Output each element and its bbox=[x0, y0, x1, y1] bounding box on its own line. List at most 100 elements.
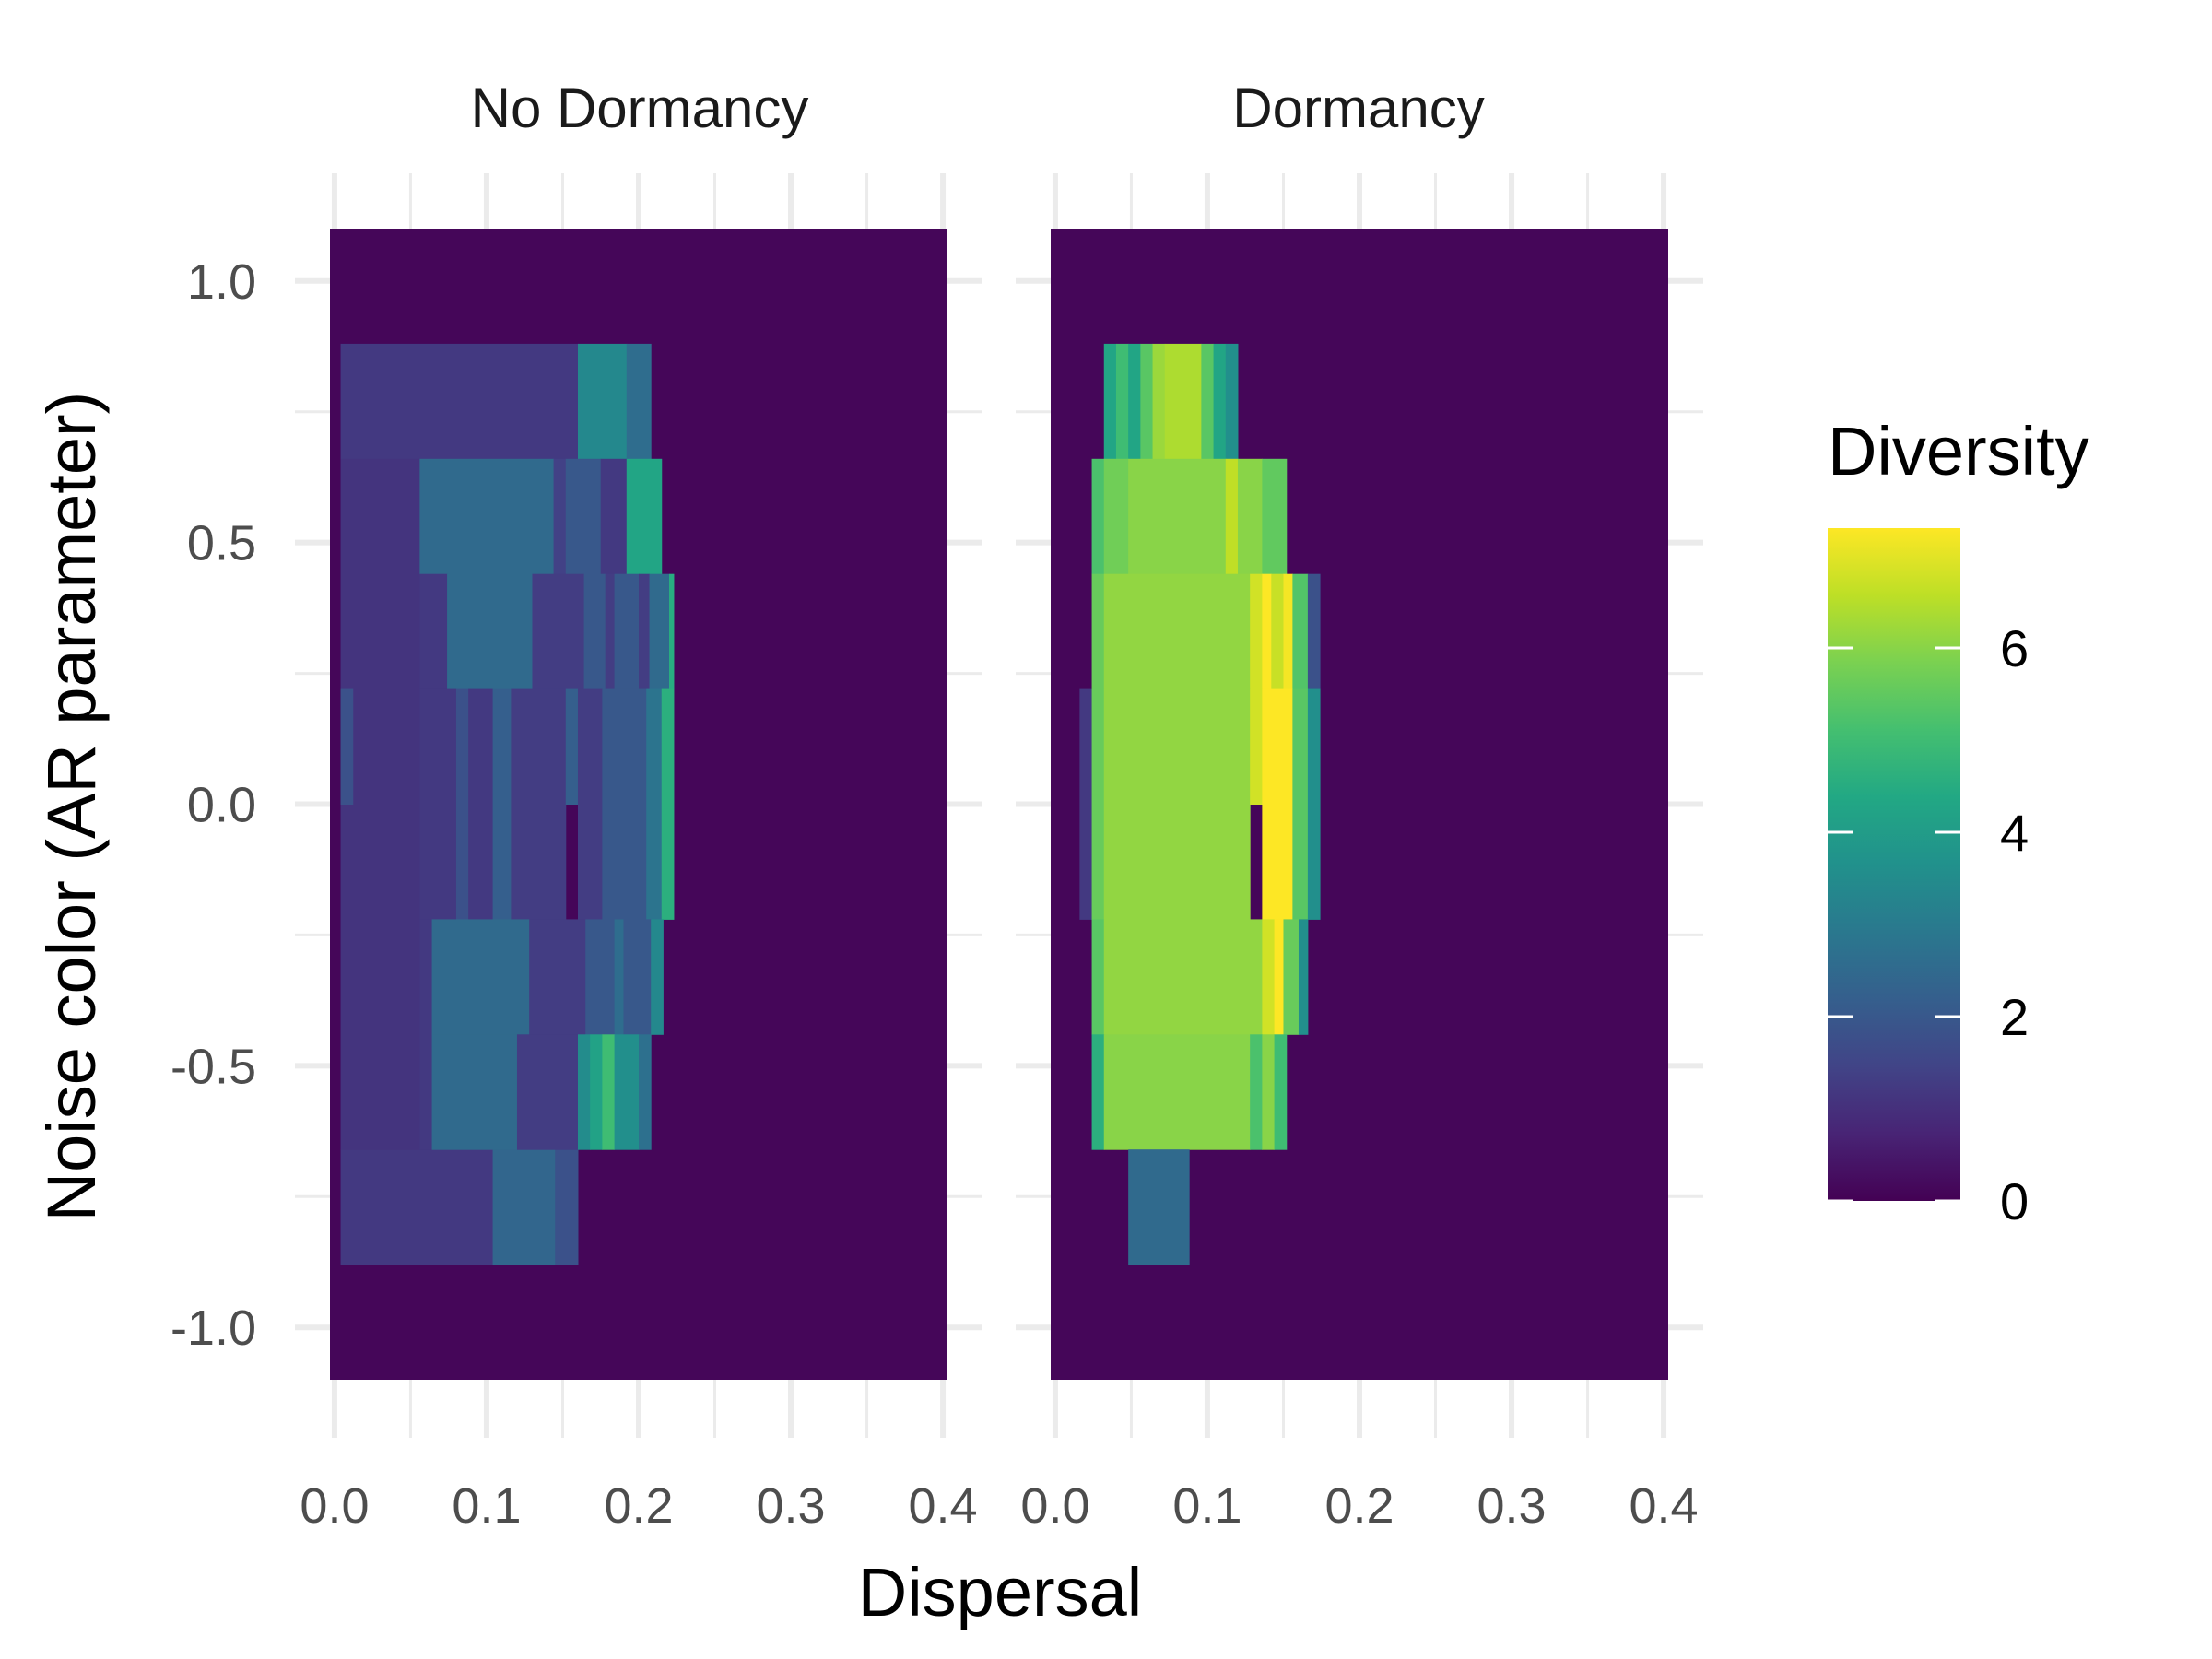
heatmap-tile bbox=[419, 688, 457, 920]
legend-colorbar bbox=[1828, 528, 1960, 1201]
heatmap-tile bbox=[468, 688, 494, 920]
x-tick-label: 0.0 bbox=[300, 1478, 369, 1534]
heatmap-tile bbox=[1225, 458, 1239, 575]
heatmap-tile bbox=[1201, 343, 1215, 460]
heatmap-tile bbox=[516, 1034, 579, 1150]
heatmap-tile bbox=[419, 573, 448, 690]
heatmap-tile bbox=[590, 1034, 603, 1150]
panel-dormancy: Dormancy bbox=[1016, 77, 1703, 1438]
heatmap-tile bbox=[649, 573, 670, 690]
legend-title: Diversity bbox=[1828, 413, 2089, 489]
x-tick-label: 0.1 bbox=[1172, 1478, 1241, 1534]
heatmap-tile bbox=[639, 1034, 652, 1150]
heatmap-tile bbox=[1091, 1034, 1105, 1150]
legend-tick-label: 0 bbox=[2000, 1172, 2029, 1230]
legend-tick-label: 6 bbox=[2000, 619, 2029, 677]
y-tick-label: -1.0 bbox=[171, 1300, 256, 1356]
heatmap-tile bbox=[661, 688, 675, 920]
heatmap-tile bbox=[577, 343, 628, 460]
heatmap-tile bbox=[577, 688, 603, 920]
legend-tick-label: 2 bbox=[2000, 988, 2029, 1046]
heatmap-tile bbox=[1262, 573, 1272, 690]
x-tick-label: 0.1 bbox=[452, 1478, 521, 1534]
heatmap-tile bbox=[1140, 343, 1154, 460]
panel-no-dormancy: No Dormancy bbox=[295, 77, 982, 1438]
heatmap-tile bbox=[431, 919, 530, 1035]
x-tick-label: 0.2 bbox=[604, 1478, 673, 1534]
x-axis-ticks: 0.0 0.1 0.2 0.3 0.4 0.0 0.1 0.2 0.3 0.4 bbox=[300, 1478, 1698, 1534]
y-axis-ticks: 1.0 0.5 0.0 -0.5 -1.0 bbox=[171, 254, 256, 1356]
heatmap-tile bbox=[614, 919, 624, 1035]
heatmap-tile bbox=[419, 919, 433, 1150]
heatmap-tile bbox=[1103, 573, 1251, 690]
x-tick-label: 0.4 bbox=[909, 1478, 978, 1534]
panel-title: No Dormancy bbox=[471, 77, 809, 139]
color-legend: Diversity 0 2 4 6 bbox=[1828, 413, 2089, 1230]
heatmap-tile bbox=[532, 573, 585, 690]
heatmap-tile bbox=[626, 458, 663, 575]
heatmap-tile bbox=[1213, 343, 1227, 460]
heatmap-tile bbox=[651, 919, 664, 1035]
heatmap-tile bbox=[1307, 688, 1321, 920]
y-tick-label: -0.5 bbox=[171, 1039, 256, 1094]
y-axis-title: Noise color (AR parameter) bbox=[33, 392, 110, 1222]
heatmap-tile bbox=[1262, 919, 1276, 1035]
heatmap-tile bbox=[1128, 1149, 1190, 1265]
heatmap-tile bbox=[1250, 1034, 1263, 1150]
heatmap-tile bbox=[529, 919, 586, 1035]
heatmap-tile bbox=[565, 458, 602, 575]
x-tick-label: 0.4 bbox=[1630, 1478, 1699, 1534]
legend-tick-label: 4 bbox=[2000, 804, 2029, 862]
heatmap-tile bbox=[1283, 919, 1300, 1035]
panel-title: Dormancy bbox=[1232, 77, 1484, 139]
heatmap-tile bbox=[1283, 573, 1293, 690]
legend-ticks: 0 2 4 6 bbox=[1828, 619, 2029, 1230]
heatmap-tile bbox=[583, 573, 606, 690]
heatmap-tile bbox=[646, 688, 663, 920]
heatmap-tile bbox=[1164, 343, 1202, 460]
heatmap-tiles bbox=[330, 229, 947, 1380]
heatmap-tile bbox=[553, 458, 567, 575]
heatmap-tile bbox=[614, 573, 640, 690]
heatmap-tile bbox=[555, 1149, 579, 1265]
heatmap-tile bbox=[447, 573, 533, 690]
heatmap-tile bbox=[1250, 688, 1263, 805]
heatmap-tile bbox=[669, 573, 675, 690]
heatmap-tile bbox=[340, 343, 579, 460]
heatmap-tile bbox=[511, 688, 567, 920]
y-tick-label: 0.5 bbox=[187, 516, 256, 571]
heatmap-tile bbox=[1115, 343, 1129, 460]
heatmap-tile bbox=[1292, 573, 1309, 690]
heatmap-tile bbox=[1262, 1034, 1276, 1150]
heatmap-tile bbox=[565, 688, 579, 805]
heatmap-tile bbox=[455, 688, 469, 920]
y-tick-label: 0.0 bbox=[187, 778, 256, 833]
heatmap-tile bbox=[1237, 458, 1263, 575]
heatmap-tile bbox=[1091, 688, 1105, 920]
heatmap-tile bbox=[602, 1034, 616, 1150]
heatmap-tile bbox=[1103, 343, 1117, 460]
heatmap-tile bbox=[1103, 1034, 1251, 1150]
heatmap-tile bbox=[1250, 573, 1263, 690]
heatmap-tile bbox=[585, 919, 616, 1035]
heatmap-tile bbox=[605, 573, 616, 690]
x-tick-label: 0.3 bbox=[1477, 1478, 1546, 1534]
heatmap-tile bbox=[492, 1149, 556, 1265]
heatmap-tile bbox=[614, 1034, 640, 1150]
heatmap-tile bbox=[1307, 573, 1321, 690]
heatmap-tile bbox=[1271, 573, 1284, 690]
x-axis-title: Dispersal bbox=[858, 1554, 1142, 1630]
heatmap-tile bbox=[1103, 919, 1263, 1035]
heatmap-tile bbox=[577, 1034, 591, 1150]
heatmap-tile bbox=[340, 688, 354, 805]
heatmap-tile bbox=[602, 688, 647, 920]
heatmap-tile bbox=[1225, 343, 1239, 460]
heatmap-tile bbox=[1128, 343, 1141, 460]
x-tick-label: 0.3 bbox=[756, 1478, 825, 1534]
heatmap-tile bbox=[1091, 919, 1105, 1035]
heatmap-tile bbox=[626, 343, 652, 460]
heatmap-tile bbox=[1128, 458, 1227, 575]
heatmap-tile bbox=[1262, 458, 1288, 575]
heatmap-tile bbox=[1292, 688, 1309, 920]
